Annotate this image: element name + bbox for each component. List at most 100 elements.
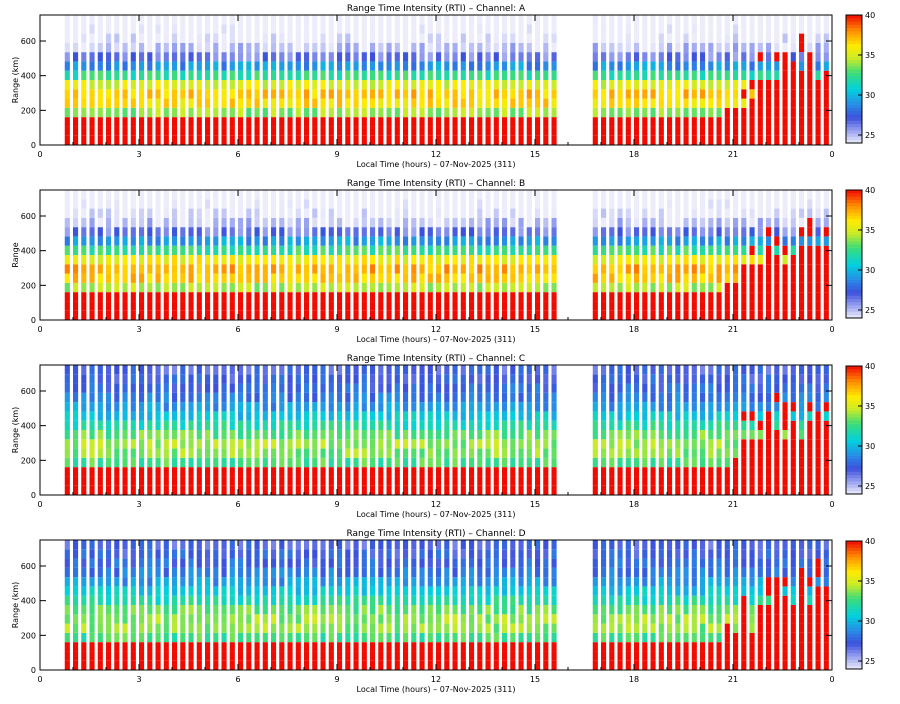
rti-time-column <box>675 15 680 145</box>
rti-cell <box>337 264 342 273</box>
rti-cell <box>601 274 606 283</box>
colorbar-swatch <box>846 481 862 485</box>
rti-cell <box>337 614 342 623</box>
rti-cell <box>106 374 111 383</box>
rti-cell <box>362 614 367 623</box>
rti-cell <box>147 633 152 642</box>
y-axis-label: Range (km) <box>11 57 20 104</box>
rti-cell <box>213 430 218 439</box>
rti-cell <box>824 43 829 52</box>
rti-cell <box>296 126 301 135</box>
rti-cell <box>197 136 202 145</box>
rti-cell <box>453 209 458 218</box>
rti-cell <box>329 236 334 245</box>
rti-cell <box>73 605 78 614</box>
rti-cell <box>98 43 103 52</box>
rti-cell <box>783 486 788 495</box>
rti-cell <box>684 384 689 393</box>
x-tick-label: 15 <box>530 500 540 509</box>
rti-cell <box>799 80 804 89</box>
rti-cell <box>502 411 507 420</box>
rti-cell <box>345 52 350 61</box>
rti-cell <box>552 236 557 245</box>
rti-cell <box>461 190 466 199</box>
rti-cell <box>428 255 433 264</box>
rti-cell <box>824 274 829 283</box>
rti-cell <box>667 402 672 411</box>
rti-cell <box>593 476 598 485</box>
rti-cell <box>222 549 227 558</box>
rti-cell <box>387 411 392 420</box>
rti-cell <box>519 274 524 283</box>
rti-cell <box>354 71 359 80</box>
rti-cell <box>312 430 317 439</box>
rti-cell <box>659 15 664 24</box>
rti-cell <box>667 99 672 108</box>
rti-cell <box>725 430 730 439</box>
rti-cell <box>180 384 185 393</box>
rti-cell <box>378 311 383 320</box>
x-tick-label: 3 <box>136 325 141 334</box>
rti-cell <box>296 430 301 439</box>
rti-cell <box>362 199 367 208</box>
rti-cell <box>750 117 755 126</box>
rti-cell <box>618 393 623 402</box>
rti-cell <box>659 80 664 89</box>
rti-cell <box>238 365 243 374</box>
rti-time-column <box>783 365 788 495</box>
rti-cell <box>461 486 466 495</box>
rti-cell <box>81 411 86 420</box>
rti-cell <box>147 586 152 595</box>
rti-cell <box>502 255 507 264</box>
rti-cell <box>230 89 235 98</box>
rti-cell <box>197 642 202 651</box>
rti-cell <box>816 227 821 236</box>
rti-cell <box>428 476 433 485</box>
rti-cell <box>271 596 276 605</box>
rti-cell <box>263 126 268 135</box>
rti-cell <box>791 365 796 374</box>
rti-cell <box>246 43 251 52</box>
rti-cell <box>395 568 400 577</box>
rti-cell <box>263 24 268 33</box>
rti-cell <box>139 227 144 236</box>
rti-cell <box>304 311 309 320</box>
rti-cell <box>444 236 449 245</box>
rti-cell <box>659 476 664 485</box>
rti-cell <box>156 136 161 145</box>
rti-cell <box>172 633 177 642</box>
rti-cell <box>601 236 606 245</box>
rti-cell <box>271 633 276 642</box>
rti-cell <box>222 236 227 245</box>
rti-cell <box>180 274 185 283</box>
rti-cell <box>255 301 260 310</box>
rti-cell <box>263 586 268 595</box>
rti-cell <box>123 421 128 430</box>
rti-cell <box>444 117 449 126</box>
rti-cell <box>824 190 829 199</box>
rti-time-column <box>131 540 136 670</box>
rti-cell <box>321 292 326 301</box>
rti-cell <box>453 467 458 476</box>
rti-cell <box>684 15 689 24</box>
rti-cell <box>288 108 293 117</box>
rti-cell <box>362 117 367 126</box>
rti-cell <box>411 255 416 264</box>
rti-cell <box>411 449 416 458</box>
rti-cell <box>106 439 111 448</box>
rti-cell <box>147 209 152 218</box>
rti-cell <box>494 34 499 43</box>
rti-cell <box>354 283 359 292</box>
rti-cell <box>387 24 392 33</box>
x-tick-label: 18 <box>629 150 639 159</box>
rti-cell <box>601 218 606 227</box>
rti-cell <box>708 117 713 126</box>
x-tick-label: 6 <box>235 150 240 159</box>
rti-cell <box>824 80 829 89</box>
rti-cell <box>271 549 276 558</box>
rti-cell <box>593 209 598 218</box>
colorbar-swatch <box>846 105 862 109</box>
rti-cell <box>213 559 218 568</box>
rti-time-column <box>403 540 408 670</box>
rti-cell <box>189 246 194 255</box>
